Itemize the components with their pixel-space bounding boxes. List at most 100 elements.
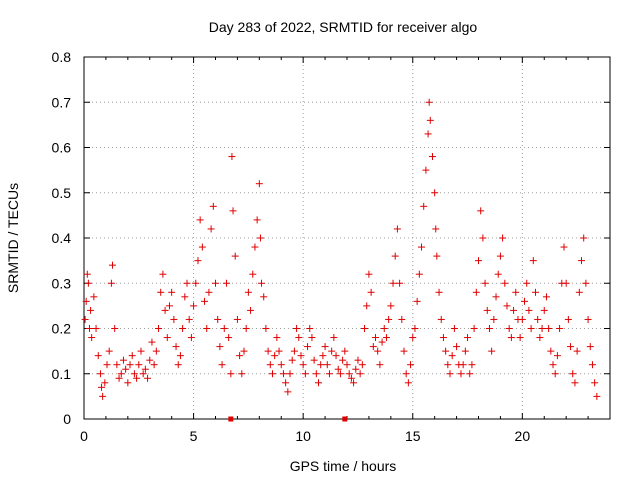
data-point — [457, 370, 465, 378]
data-point — [345, 370, 353, 378]
data-point — [382, 334, 390, 342]
data-point — [332, 352, 340, 360]
data-point — [240, 347, 248, 355]
data-point — [553, 352, 561, 360]
baseline-marker — [342, 416, 348, 422]
data-point — [575, 288, 583, 296]
data-point — [187, 334, 195, 342]
data-point — [562, 279, 570, 287]
data-point — [488, 347, 496, 355]
data-point — [389, 279, 397, 287]
data-point — [152, 347, 160, 355]
grid-lines — [84, 57, 610, 419]
data-point — [551, 370, 559, 378]
data-point — [249, 270, 257, 278]
data-point — [518, 315, 526, 323]
data-point — [218, 361, 226, 369]
data-point — [503, 302, 511, 310]
data-point — [253, 216, 261, 224]
data-point — [564, 315, 572, 323]
data-point — [236, 352, 244, 360]
data-point — [266, 361, 274, 369]
data-point — [396, 279, 404, 287]
data-point — [352, 365, 360, 373]
data-point — [319, 352, 327, 360]
data-point — [244, 288, 252, 296]
data-point — [501, 279, 509, 287]
data-point — [560, 243, 568, 251]
y-tick-label: 0.5 — [52, 185, 72, 201]
data-point — [90, 293, 98, 301]
data-point — [510, 306, 518, 314]
data-point — [580, 234, 588, 242]
data-point — [477, 207, 485, 215]
data-point — [424, 130, 432, 138]
data-point — [475, 257, 482, 265]
data-point — [228, 153, 236, 161]
data-point — [409, 334, 417, 342]
x-tick-label: 10 — [295, 428, 311, 444]
data-point — [271, 352, 279, 360]
data-point — [87, 306, 95, 314]
data-point — [101, 379, 109, 387]
data-point — [262, 325, 270, 332]
data-point — [150, 361, 158, 369]
data-point — [119, 356, 127, 364]
data-point — [231, 252, 239, 260]
y-tick-label: 0.1 — [52, 366, 72, 382]
data-point — [387, 302, 395, 310]
data-point — [148, 338, 156, 346]
data-point — [124, 379, 132, 387]
data-point — [538, 325, 546, 332]
data-point — [179, 325, 187, 332]
data-point — [422, 166, 430, 174]
data-point — [133, 374, 141, 382]
data-point — [494, 270, 502, 278]
chart-title: Day 283 of 2022, SRMTID for receiver alg… — [209, 19, 478, 35]
data-point — [113, 361, 121, 369]
data-point — [584, 315, 592, 323]
data-point — [411, 325, 419, 332]
data-point — [380, 325, 388, 332]
data-point — [172, 343, 180, 351]
data-point — [105, 347, 113, 355]
data-point — [492, 293, 500, 301]
data-point — [194, 257, 202, 265]
data-point — [490, 315, 498, 323]
data-point — [247, 306, 255, 314]
data-point — [130, 370, 138, 378]
data-point — [155, 325, 163, 332]
data-point — [358, 361, 366, 369]
data-point — [367, 288, 375, 296]
data-point — [578, 257, 586, 265]
data-point — [420, 202, 428, 210]
data-point — [295, 334, 303, 342]
data-point — [94, 352, 102, 360]
x-tick-label: 15 — [405, 428, 421, 444]
data-point — [317, 361, 325, 369]
y-tick-label: 0.3 — [52, 275, 72, 291]
y-tick-label: 0.4 — [52, 230, 72, 246]
data-point — [571, 379, 579, 387]
data-point — [472, 288, 480, 296]
data-point — [323, 361, 331, 369]
data-point — [222, 279, 230, 287]
data-point — [174, 361, 182, 369]
data-point — [108, 261, 116, 269]
data-point — [141, 365, 149, 373]
data-point — [426, 116, 434, 124]
data-point — [356, 370, 364, 378]
data-point — [198, 243, 206, 251]
data-point — [299, 361, 307, 369]
data-point — [547, 347, 555, 355]
data-point — [464, 334, 472, 342]
data-point — [297, 352, 305, 360]
data-point — [146, 356, 154, 364]
data-point — [137, 347, 145, 355]
data-point — [251, 243, 259, 251]
data-point — [374, 347, 382, 355]
data-point — [229, 207, 237, 215]
data-point — [479, 234, 487, 242]
data-point — [418, 243, 426, 251]
data-point — [88, 334, 96, 342]
